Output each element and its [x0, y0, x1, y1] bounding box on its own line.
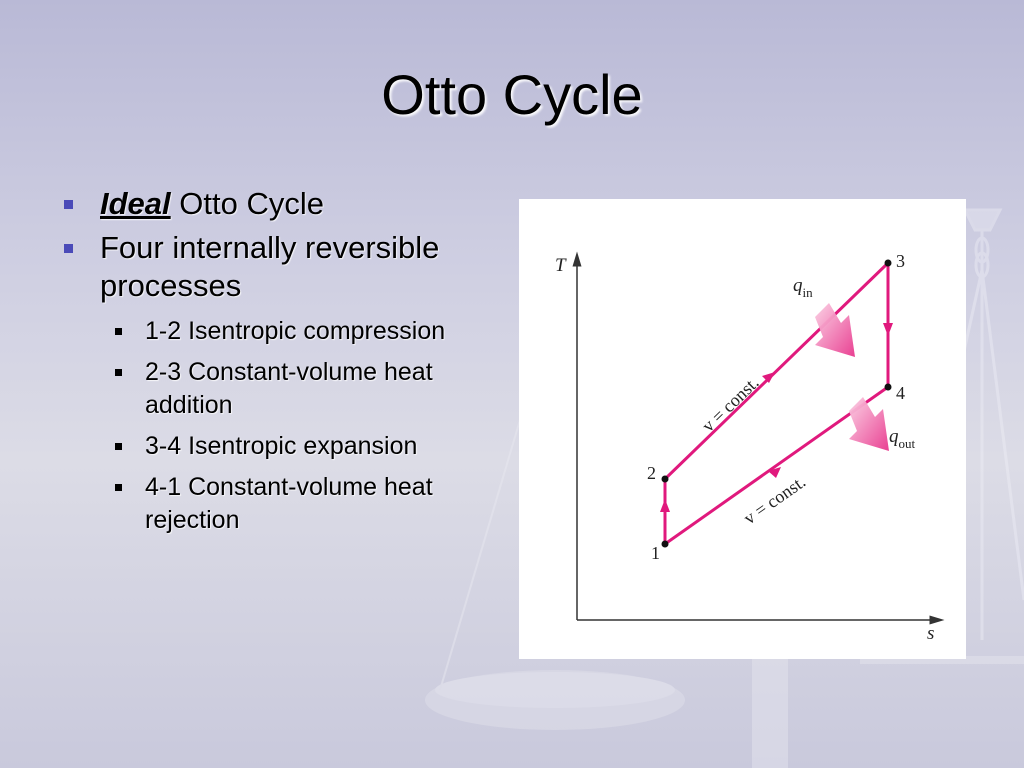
state-label-2: 2: [647, 463, 656, 483]
state-point-1: [661, 540, 669, 548]
ideal-emphasis: Ideal: [100, 186, 171, 221]
bullet-item: Ideal Otto Cycle: [60, 185, 510, 223]
arrow-diag-down-icon: [768, 467, 781, 478]
sub-bullet-text: 1-2 Isentropic compression: [145, 317, 446, 345]
q-out-symbol: q: [889, 426, 899, 447]
direction-arrows: [660, 323, 893, 512]
q-out-label: qout: [889, 426, 916, 451]
process-2-3: [663, 261, 890, 481]
t-axis-label: T: [555, 255, 567, 276]
arrow-diag-up-icon: [762, 372, 775, 383]
ts-diagram-svg: T s 1 2 3 4 qin: [555, 251, 945, 644]
arrow-up-icon: [660, 499, 670, 512]
sub-bullet-square-icon: [115, 484, 122, 491]
sub-bullet-item: 4-1 Constant-volume heat rejection: [100, 471, 510, 537]
state-label-4: 4: [896, 383, 905, 403]
sub-bullet-text: 3-4 Isentropic expansion: [145, 432, 418, 460]
bullet-square-icon: [64, 244, 73, 253]
sub-bullet-square-icon: [115, 443, 122, 450]
slide-title: Otto Cycle: [381, 63, 643, 126]
state-label-3: 3: [896, 251, 905, 271]
q-in-label: qin: [793, 275, 813, 300]
sub-bullet-square-icon: [115, 328, 122, 335]
q-in-symbol: q: [793, 275, 803, 296]
bullet-square-icon: [64, 200, 73, 209]
bullet-list: Ideal Otto Cycle Four internally reversi…: [60, 185, 510, 545]
sub-bullet-square-icon: [115, 369, 122, 376]
sub-bullet-item: 1-2 Isentropic compression: [100, 315, 510, 348]
bullet-text: Four internally reversible processes: [100, 230, 440, 303]
sub-bullet-item: 2-3 Constant-volume heat addition: [100, 356, 510, 422]
arrow-down-icon: [883, 323, 893, 336]
q-in-arrow-icon: [815, 303, 855, 357]
lower-v-const-label: v = const.: [740, 471, 809, 528]
ts-diagram-figure: T s 1 2 3 4 qin: [519, 199, 966, 659]
state-point-4: [884, 383, 892, 391]
sub-bullet-item: 3-4 Isentropic expansion: [100, 430, 510, 463]
state-point-2: [661, 475, 669, 483]
bullet-text: Otto Cycle: [170, 186, 324, 221]
q-out-arrow-icon: [849, 397, 889, 451]
sub-bullet-text: 4-1 Constant-volume heat rejection: [145, 473, 433, 534]
q-in-subscript: in: [803, 285, 814, 300]
s-axis-label: s: [927, 623, 934, 644]
state-points: [661, 259, 892, 548]
sub-bullet-list: 1-2 Isentropic compression 2-3 Constant-…: [100, 315, 510, 537]
q-out-subscript: out: [899, 436, 916, 451]
sub-bullet-text: 2-3 Constant-volume heat addition: [145, 358, 433, 419]
upper-v-const-label: v = const.: [698, 372, 763, 435]
state-point-3: [884, 259, 892, 267]
bullet-item: Four internally reversible processes 1-2…: [60, 229, 510, 537]
state-label-1: 1: [651, 543, 660, 563]
